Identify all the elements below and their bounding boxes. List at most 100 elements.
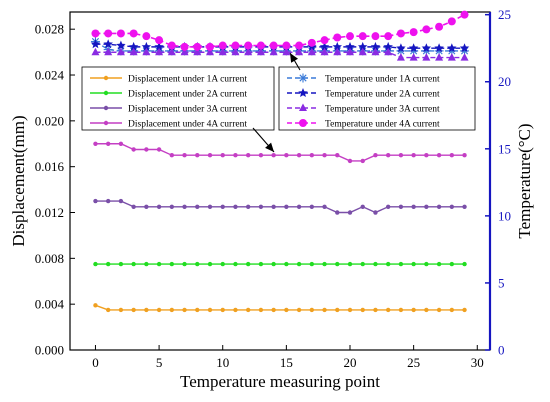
series-3 bbox=[93, 199, 466, 215]
series-8 bbox=[91, 11, 468, 51]
data-point bbox=[373, 153, 377, 157]
data-point bbox=[144, 308, 148, 312]
data-point bbox=[333, 33, 341, 41]
data-point bbox=[106, 142, 110, 146]
data-point bbox=[246, 205, 250, 209]
data-point bbox=[462, 262, 466, 266]
data-point bbox=[195, 205, 199, 209]
data-point bbox=[322, 308, 326, 312]
data-point bbox=[386, 308, 390, 312]
data-point bbox=[322, 153, 326, 157]
x-axis-title: Temperature measuring point bbox=[180, 372, 380, 391]
data-point bbox=[424, 308, 428, 312]
data-point bbox=[93, 199, 97, 203]
legend-swatch-marker bbox=[104, 106, 108, 110]
data-point bbox=[399, 262, 403, 266]
data-point bbox=[93, 303, 97, 307]
y-tick-label: 0.028 bbox=[35, 22, 64, 37]
legend-swatch-marker bbox=[299, 119, 307, 127]
x-tick-label: 10 bbox=[216, 355, 229, 370]
data-point bbox=[284, 308, 288, 312]
series-layer bbox=[91, 11, 470, 312]
legend-label: Temperature under 4A current bbox=[325, 120, 440, 130]
data-point bbox=[361, 159, 365, 163]
data-point bbox=[270, 42, 278, 50]
data-point bbox=[131, 205, 135, 209]
data-point bbox=[193, 43, 201, 51]
series-1 bbox=[93, 303, 466, 312]
plot-frame bbox=[70, 12, 490, 350]
data-point bbox=[284, 205, 288, 209]
data-point bbox=[246, 153, 250, 157]
data-point bbox=[221, 205, 225, 209]
data-point bbox=[411, 262, 415, 266]
legend-right: Temperature under 1A current Temperature … bbox=[279, 67, 475, 130]
data-point bbox=[308, 39, 316, 47]
data-point bbox=[361, 308, 365, 312]
y-tick-label: 0.000 bbox=[35, 343, 64, 358]
data-point bbox=[259, 205, 263, 209]
data-point bbox=[144, 262, 148, 266]
data-point bbox=[170, 308, 174, 312]
data-point bbox=[157, 205, 161, 209]
y2-tick-label: 25 bbox=[498, 7, 511, 22]
legend-label: Displacement under 2A current bbox=[128, 90, 247, 100]
series-2 bbox=[93, 262, 466, 266]
data-point bbox=[130, 29, 138, 37]
data-point bbox=[104, 48, 112, 56]
data-point bbox=[410, 28, 418, 36]
y2-tick-label: 5 bbox=[498, 275, 505, 290]
data-point bbox=[450, 262, 454, 266]
data-point bbox=[346, 32, 354, 40]
data-point bbox=[411, 153, 415, 157]
x-tick-label: 15 bbox=[280, 355, 293, 370]
data-point bbox=[181, 43, 189, 51]
data-point bbox=[297, 205, 301, 209]
data-point bbox=[411, 205, 415, 209]
data-point bbox=[399, 153, 403, 157]
data-point bbox=[371, 32, 379, 40]
data-point bbox=[119, 142, 123, 146]
data-point bbox=[361, 205, 365, 209]
data-point bbox=[93, 262, 97, 266]
data-point bbox=[437, 262, 441, 266]
legend-swatch-marker bbox=[104, 91, 108, 95]
legend-label: Temperature under 1A current bbox=[325, 75, 440, 85]
data-point bbox=[231, 42, 239, 50]
data-point bbox=[221, 308, 225, 312]
data-point bbox=[348, 262, 352, 266]
y-tick-label: 0.008 bbox=[35, 251, 64, 266]
x-tick-label: 0 bbox=[92, 355, 99, 370]
data-point bbox=[399, 308, 403, 312]
series-line bbox=[95, 144, 464, 161]
data-point bbox=[297, 308, 301, 312]
data-point bbox=[322, 205, 326, 209]
data-point bbox=[271, 262, 275, 266]
data-point bbox=[424, 205, 428, 209]
data-point bbox=[348, 210, 352, 214]
data-point bbox=[233, 262, 237, 266]
data-point bbox=[386, 153, 390, 157]
data-point bbox=[361, 262, 365, 266]
legend-label: Temperature under 3A current bbox=[325, 105, 440, 115]
data-point bbox=[259, 308, 263, 312]
plot-frame-rect bbox=[70, 12, 490, 350]
legend-left: Displacement under 1A currentDisplacemen… bbox=[82, 67, 274, 130]
data-point bbox=[271, 308, 275, 312]
legend-swatch-marker bbox=[104, 121, 108, 125]
y-axis-title: Displacement(mm) bbox=[9, 115, 28, 246]
data-point bbox=[373, 210, 377, 214]
data-point bbox=[411, 308, 415, 312]
y2-tick-label: 10 bbox=[498, 208, 511, 223]
data-point bbox=[157, 147, 161, 151]
data-point bbox=[219, 42, 227, 50]
data-point bbox=[462, 205, 466, 209]
data-point bbox=[437, 153, 441, 157]
x-tick-label: 20 bbox=[344, 355, 357, 370]
data-point bbox=[195, 308, 199, 312]
data-point bbox=[91, 29, 99, 37]
data-point bbox=[93, 142, 97, 146]
series-line bbox=[95, 52, 464, 57]
data-point bbox=[131, 308, 135, 312]
